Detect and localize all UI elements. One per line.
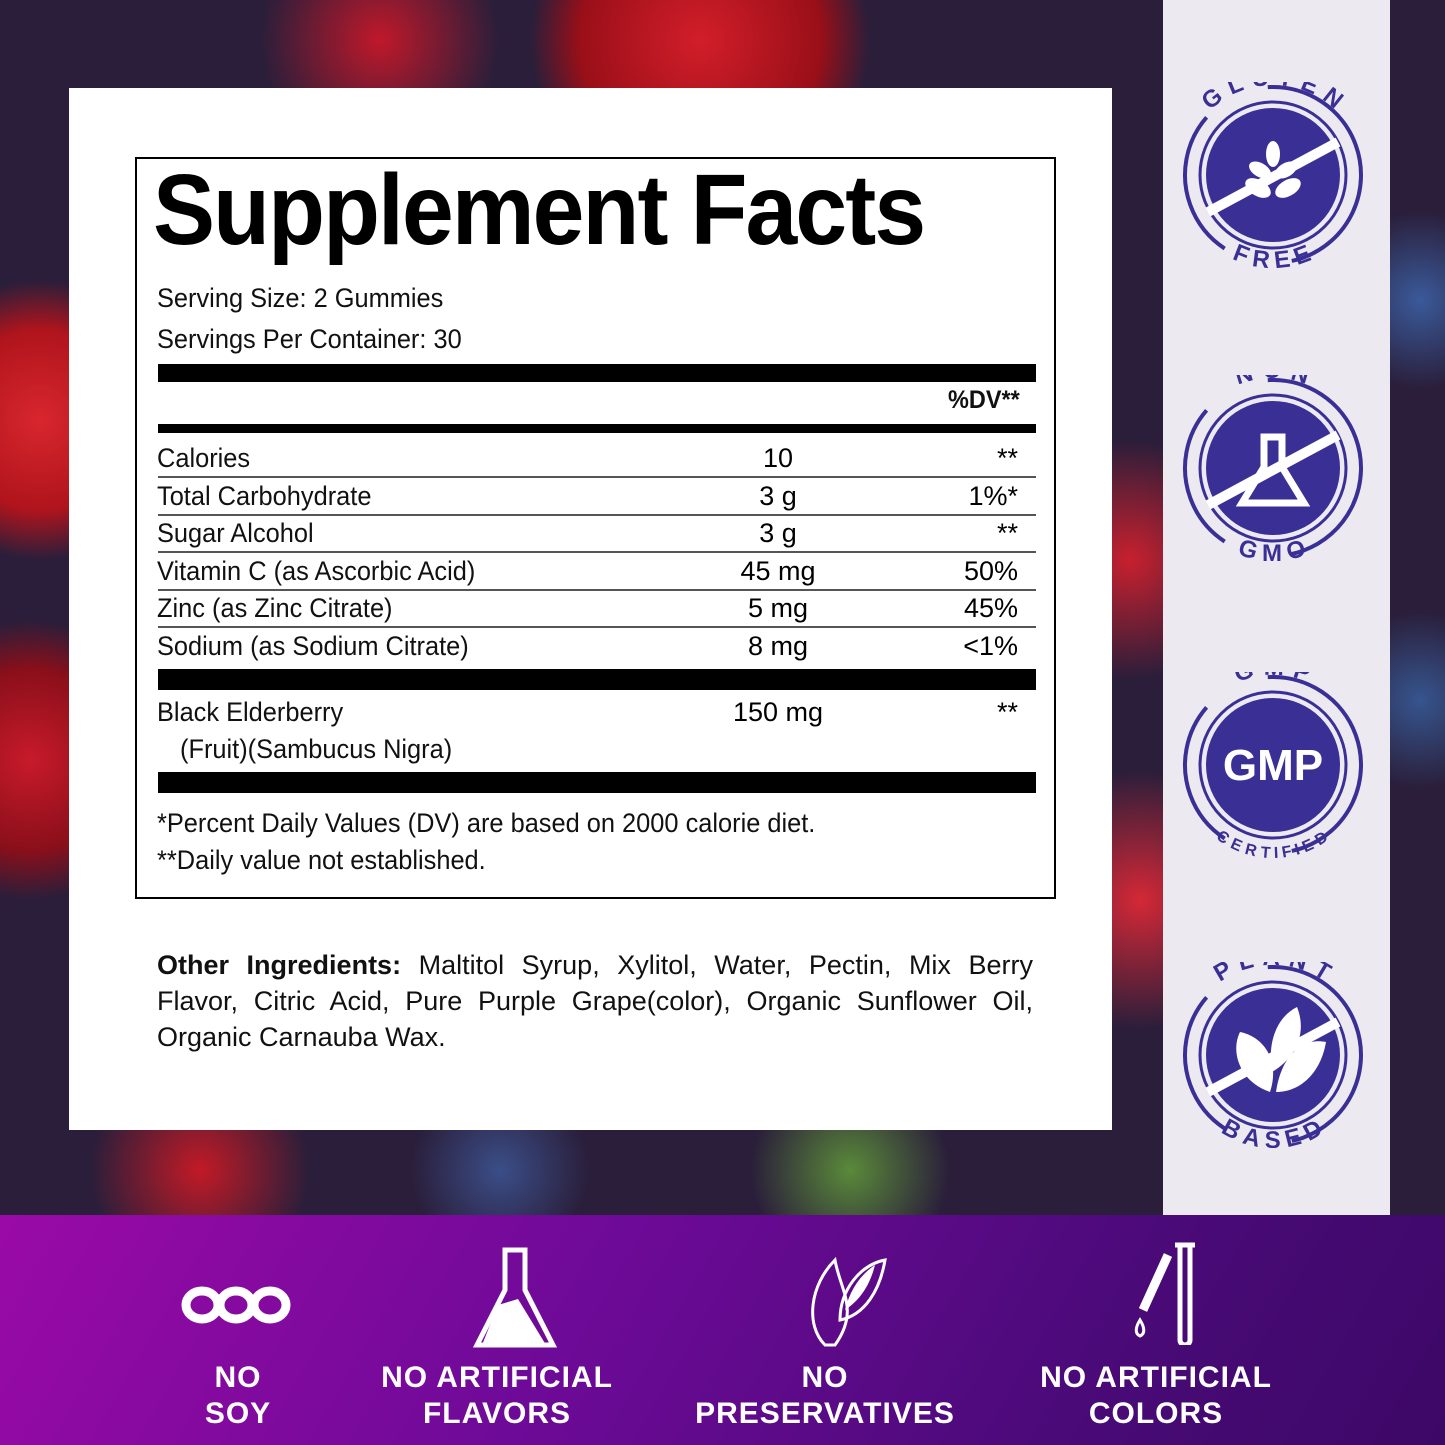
row-divider (158, 514, 1036, 516)
feature-label: NO SOY (204, 1361, 272, 1430)
nutrient-name: Total Carbohydrate (157, 481, 372, 511)
nutrient-name: Sodium (as Sodium Citrate) (157, 631, 469, 661)
footnote-2: **Daily value not established. (157, 845, 486, 875)
footnote-1: *Percent Daily Values (DV) are based on … (157, 808, 816, 838)
elderberry-name: Black Elderberry (157, 697, 344, 727)
badge-non: NON GMO (1183, 375, 1363, 561)
dv-header: %DV** (948, 386, 1020, 414)
serving-size: Serving Size: 2 Gummies (157, 283, 444, 313)
badge-center-text: GMP (1223, 741, 1323, 790)
nutrient-dv: 50% (963, 556, 1018, 586)
dropper-icon (1134, 1242, 1195, 1345)
facts-title: Supplement Facts (153, 154, 926, 266)
nutrient-name: Zinc (as Zinc Citrate) (157, 593, 393, 623)
nutrient-dv: ** (996, 518, 1018, 548)
divider (158, 364, 1036, 382)
elderberry-name-2: (Fruit)(Sambucus Nigra) (180, 734, 453, 764)
soy-icon (181, 1286, 291, 1324)
leaf-icon (811, 1256, 887, 1347)
nutrient-amount: 8 mg (747, 631, 809, 661)
features-band (0, 1215, 1445, 1445)
feature-label: NO ARTIFICIAL FLAVORS (381, 1361, 613, 1430)
nutrient-dv: ** (996, 443, 1018, 473)
nutrient-amount: 5 mg (747, 593, 809, 623)
badge-gmp: GMP GMP CERTIFIED (1183, 672, 1363, 858)
badge-bottom-text: GMO (1235, 534, 1310, 561)
other-ingredients-label: Other Ingredients: (157, 950, 402, 980)
other-ingredients-text: Maltitol Syrup, Xylitol, Water, Pectin, … (157, 950, 1033, 1052)
nutrient-name: Vitamin C (as Ascorbic Acid) (157, 556, 476, 586)
nutrient-dv: 1%* (968, 481, 1018, 511)
nutrient-dv: 45% (963, 593, 1018, 623)
other-ingredients: Other Ingredients: Maltitol Syrup, Xylit… (157, 947, 1033, 1055)
row-divider (158, 626, 1036, 628)
feature-label: NO ARTIFICIAL COLORS (1040, 1361, 1272, 1430)
row-divider (158, 589, 1036, 591)
servings-per-container: Servings Per Container: 30 (157, 324, 462, 354)
nutrient-name: Sugar Alcohol (157, 518, 314, 548)
elderberry-dv: ** (996, 697, 1018, 727)
badge-plant: PLANT BASED (1183, 962, 1363, 1148)
nutrient-amount: 3 g (759, 518, 797, 548)
divider (158, 772, 1036, 793)
flask-icon (472, 1247, 558, 1348)
label-card (69, 88, 1112, 1130)
elderberry-amount: 150 mg (732, 697, 824, 727)
nutrient-amount: 10 (762, 443, 794, 473)
divider (158, 669, 1036, 690)
badge-top-text: GMP (1231, 672, 1316, 688)
divider (158, 424, 1036, 433)
nutrient-amount: 3 g (759, 481, 797, 511)
supplement-facts-box (135, 157, 1056, 899)
feature-label: NO PRESERVATIVES (695, 1361, 955, 1430)
row-divider (158, 551, 1036, 553)
nutrient-dv: <1% (963, 631, 1018, 661)
nutrient-name: Calories (157, 443, 251, 473)
row-divider (158, 476, 1036, 478)
badge-gluten: GLUTEN FREE (1183, 82, 1363, 268)
badge-top-text: NON (1232, 375, 1315, 390)
badge-bottom-text: FREE (1229, 239, 1316, 268)
nutrient-amount: 45 mg (740, 556, 816, 586)
